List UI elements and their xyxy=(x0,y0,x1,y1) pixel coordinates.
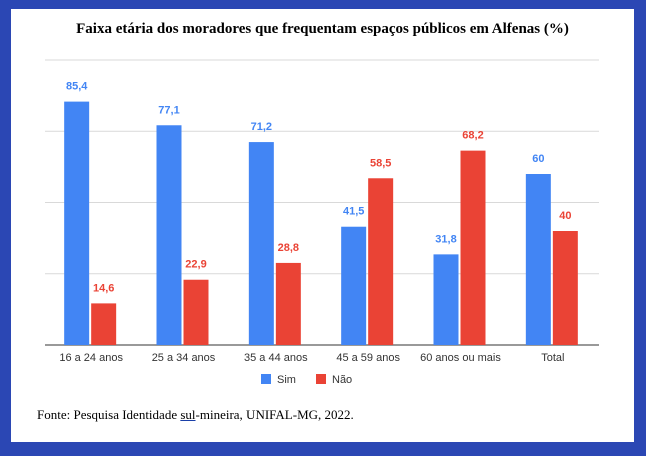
chart-frame: Faixa etária dos moradores que frequenta… xyxy=(11,9,634,442)
legend-label-0: Sim xyxy=(277,374,296,386)
bar-no-3 xyxy=(368,178,394,345)
source-suffix: -mineira, UNIFAL-MG, 2022. xyxy=(195,407,354,422)
data-label: 40 xyxy=(559,210,571,222)
data-label: 41,5 xyxy=(343,206,364,218)
x-tick-label: 25 a 34 anos xyxy=(152,352,216,364)
bar-chart: 85,4 14,6 16 a 24 anos 77,1 22,9 25 a 34 anos… xyxy=(45,59,599,386)
data-label: 31,8 xyxy=(435,233,456,245)
bar-no-5 xyxy=(552,231,578,345)
bar-no-4 xyxy=(460,150,486,345)
x-tick-label: 35 a 44 anos xyxy=(244,352,308,364)
bar-sim-4 xyxy=(433,254,459,345)
data-label: 22,9 xyxy=(185,259,206,271)
data-label: 58,5 xyxy=(370,157,391,169)
data-label: 85,4 xyxy=(66,81,88,93)
data-label: 60 xyxy=(532,153,544,165)
data-label: 28,8 xyxy=(278,242,299,254)
x-tick-label: 16 a 24 anos xyxy=(59,352,123,364)
data-label: 71,2 xyxy=(251,121,272,133)
bar-sim-2 xyxy=(248,142,274,345)
data-label: 68,2 xyxy=(462,130,483,142)
bar-sim-3 xyxy=(341,226,367,345)
bar-no-0 xyxy=(91,303,117,345)
bar-no-1 xyxy=(183,279,209,345)
x-tick-label: Total xyxy=(541,352,564,364)
x-tick-label: 60 anos ou mais xyxy=(420,352,501,364)
bar-no-2 xyxy=(275,262,301,345)
legend-swatch-0 xyxy=(261,374,271,384)
chart-title: Faixa etária dos moradores que frequenta… xyxy=(76,21,569,37)
source-prefix: Fonte: Pesquisa Identidade xyxy=(37,407,181,422)
legend-label-1: Não xyxy=(332,374,352,386)
bar-sim-5 xyxy=(525,174,551,345)
x-tick-label: 45 a 59 anos xyxy=(336,352,400,364)
bar-sim-1 xyxy=(156,125,182,345)
source-underlined: sul xyxy=(180,407,196,422)
data-label: 77,1 xyxy=(158,104,179,116)
bar-sim-0 xyxy=(64,101,90,345)
data-label: 14,6 xyxy=(93,282,114,294)
source-note: Fonte: Pesquisa Identidade sul-mineira, … xyxy=(37,407,354,423)
legend-swatch-1 xyxy=(316,374,326,384)
